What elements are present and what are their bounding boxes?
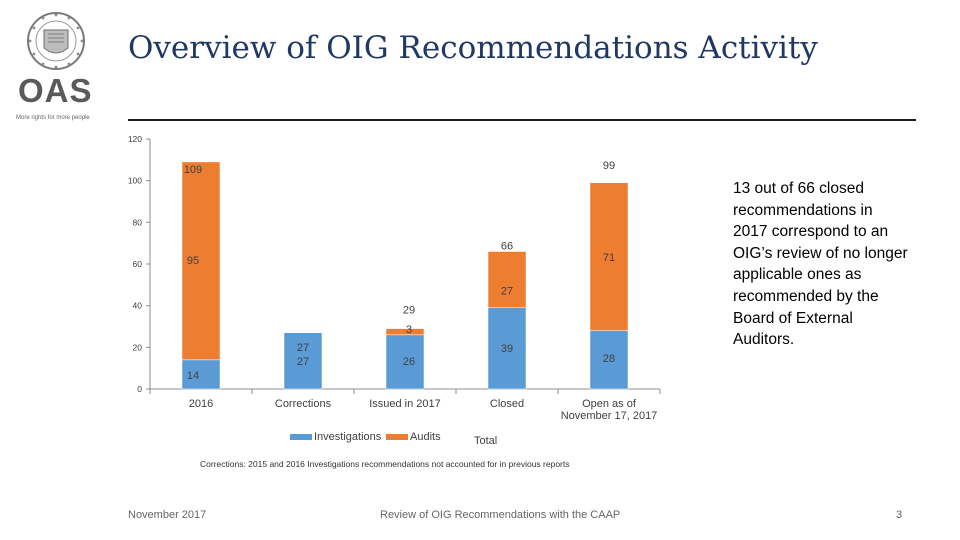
x-category-label-4: Open as of	[582, 398, 637, 410]
x-category-label-0: 2016	[189, 398, 213, 410]
bar-investigations-0	[181, 359, 221, 390]
oas-seal-icon	[27, 12, 85, 70]
bar-investigations-4	[589, 330, 629, 390]
bar-audits-4	[589, 182, 629, 331]
data-label-audits-1: 27	[297, 342, 309, 354]
data-label-audits-4: 71	[603, 252, 615, 264]
y-tick-label: 120	[128, 134, 142, 144]
oas-logo-text: OAS	[18, 72, 93, 109]
data-label-investigations-1: 27	[297, 356, 309, 368]
data-label-total-3: 66	[501, 241, 513, 253]
data-label-audits-3: 27	[501, 286, 513, 298]
data-label-total-4: 99	[603, 160, 615, 172]
legend-label-0: Investigations	[314, 431, 382, 443]
x-category-label-4: November 17, 2017	[561, 410, 658, 422]
legend-label-1: Audits	[410, 431, 441, 443]
y-tick-label: 100	[128, 176, 142, 186]
chart-footnote: Corrections: 2015 and 2016 Investigation…	[200, 459, 570, 469]
y-tick-label: 0	[137, 384, 142, 394]
footer-page-number: 3	[896, 509, 903, 521]
footer-presentation-title: Review of OIG Recommendations with the C…	[380, 509, 621, 521]
oas-logo-tagline: More rights for more people	[16, 115, 90, 121]
bar-investigations-1	[283, 332, 323, 390]
data-label-total-2: 29	[403, 305, 415, 317]
legend-swatch-1	[386, 434, 408, 440]
bar-audits-2	[385, 328, 425, 336]
x-category-label-3: Closed	[490, 398, 524, 410]
y-tick-label: 20	[133, 342, 143, 352]
data-label-audits-2: 3	[406, 324, 412, 336]
legend-label-2: Total	[474, 435, 497, 447]
data-label-investigations-4: 28	[603, 353, 615, 365]
x-category-label-1: Corrections	[275, 398, 332, 410]
title-divider	[128, 119, 916, 121]
y-tick-label: 60	[133, 259, 143, 269]
bar-audits-0	[181, 161, 221, 361]
page-title: Overview of OIG Recommendations Activity	[128, 30, 818, 66]
x-category-label-2: Issued in 2017	[369, 398, 441, 410]
footer-date: November 2017	[128, 509, 207, 521]
data-label-investigations-2: 26	[403, 356, 415, 368]
y-tick-label: 80	[133, 217, 143, 227]
oas-logo: OAS More rights for more people	[14, 8, 98, 128]
data-label-audits-0: 95	[187, 255, 199, 267]
data-label-investigations-0: 14	[187, 370, 199, 382]
side-note: 13 out of 66 closed recommendations in 2…	[733, 180, 908, 349]
data-label-total-0: 109	[184, 164, 202, 176]
data-label-investigations-3: 39	[501, 343, 513, 355]
legend-swatch-0	[290, 434, 312, 440]
y-tick-label: 40	[133, 301, 143, 311]
bar-audits-3	[487, 251, 527, 308]
bar-investigations-2	[385, 334, 425, 390]
